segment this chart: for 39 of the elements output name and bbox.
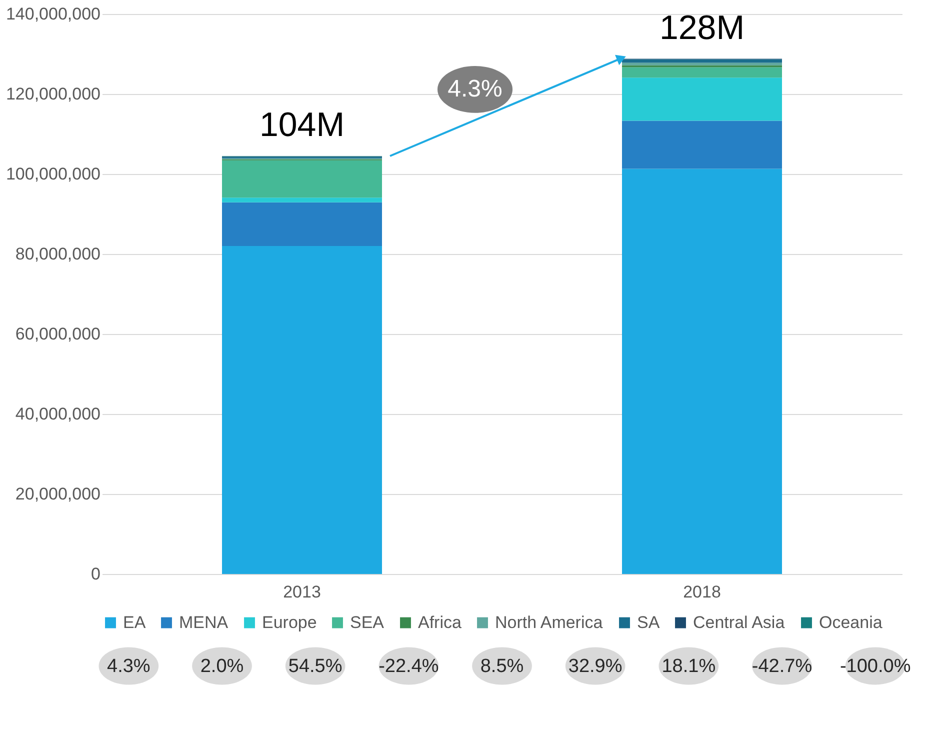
legend-label: North America <box>495 612 604 632</box>
text: -42.7% <box>752 656 812 677</box>
bar <box>222 198 382 202</box>
x-tick-label: 2013 <box>283 582 321 602</box>
bar <box>622 168 782 574</box>
y-tick-label: 120,000,000 <box>6 84 100 104</box>
text: -100.0% <box>840 656 911 677</box>
legend-label: Europe <box>262 612 317 632</box>
legend-label: SA <box>637 612 660 632</box>
y-tick-label: 40,000,000 <box>15 404 100 424</box>
y-tick-label: 140,000,000 <box>6 4 100 24</box>
annotation: 4.3% <box>448 75 502 102</box>
legend-label: Oceania <box>819 612 883 632</box>
bar <box>622 78 782 121</box>
legend-label: Central Asia <box>693 612 786 632</box>
text: 54.5% <box>288 656 342 677</box>
legend-label: MENA <box>179 612 229 632</box>
y-tick-label: 100,000,000 <box>6 164 100 184</box>
text: 2.0% <box>200 656 244 677</box>
total-label: 128M <box>659 8 745 47</box>
y-tick-label: 20,000,000 <box>15 484 100 504</box>
text: 32.9% <box>568 656 622 677</box>
total-label: 104M <box>259 106 345 144</box>
bar <box>222 160 382 198</box>
text: 4.3% <box>107 656 150 677</box>
bar <box>222 202 382 246</box>
bar <box>222 246 382 574</box>
y-tick-label: 0 <box>91 564 100 584</box>
y-tick-label: 60,000,000 <box>15 324 100 344</box>
legend-label: EA <box>123 612 146 632</box>
y-tick-label: 80,000,000 <box>15 244 100 264</box>
text: 18.1% <box>662 656 716 677</box>
bar <box>622 120 782 169</box>
text: -22.4% <box>378 656 439 677</box>
legend-label: Africa <box>418 612 462 632</box>
bar <box>622 67 782 78</box>
text: 8.5% <box>480 656 524 677</box>
legend-label: SEA <box>350 612 385 632</box>
x-tick-label: 2018 <box>683 582 721 602</box>
